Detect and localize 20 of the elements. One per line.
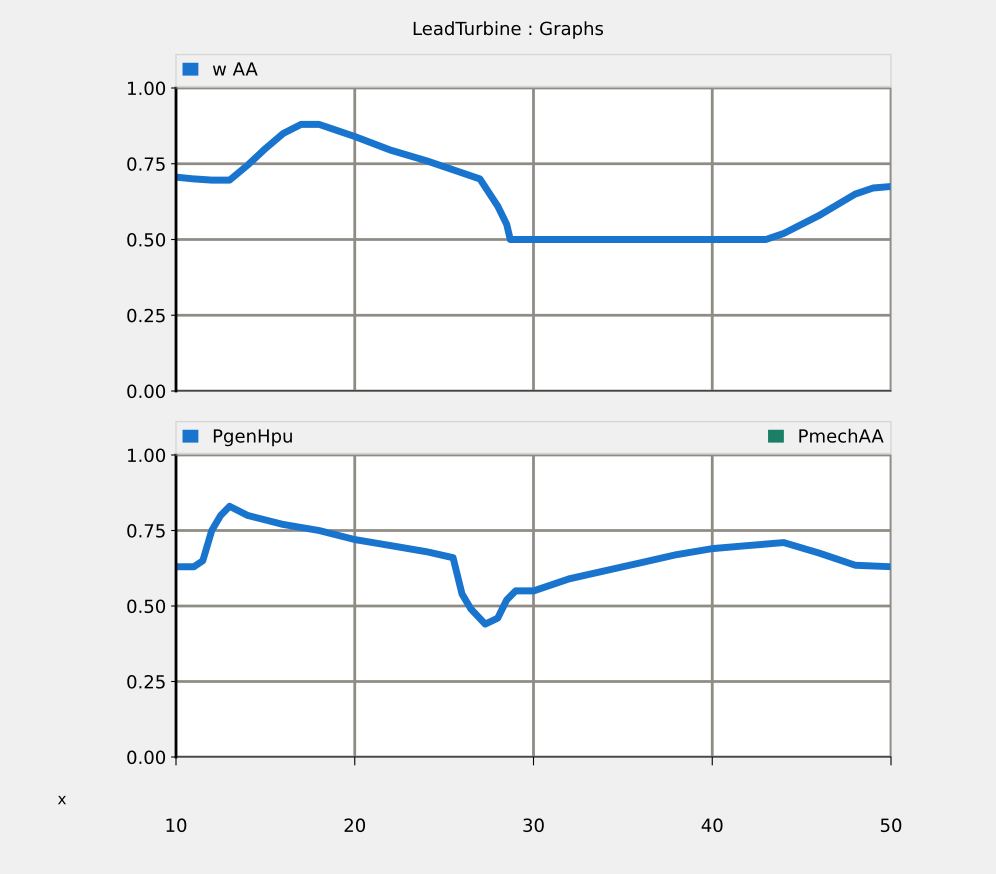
y-tick-label: 0.75 [127, 157, 165, 171]
chart-title: LeadTurbine : Graphs [414, 21, 604, 39]
x-axis-title: x [58, 796, 66, 804]
y-tick-label: 0.00 [127, 750, 166, 764]
x-tick-label: 40 [702, 818, 723, 832]
y-tick-label: 1.00 [128, 448, 166, 462]
y-tick-label: 0.00 [127, 384, 166, 398]
x-tick-label: 10 [166, 818, 186, 832]
y-tick-label: 1.00 [128, 81, 166, 96]
y-tick-label: 0.25 [127, 674, 165, 689]
y-tick-label: 0.25 [127, 308, 165, 322]
legend-label: PmechAA [799, 428, 884, 443]
legend-label: PgenHpu [214, 429, 292, 446]
y-tick-label: 0.50 [127, 232, 166, 247]
x-tick-label: 50 [880, 818, 902, 832]
y-tick-label: 0.50 [127, 599, 166, 614]
x-tick-label: 20 [344, 818, 366, 832]
y-tick-label: 0.75 [127, 524, 165, 538]
x-tick-label: 30 [523, 818, 544, 832]
legend-label: w AA [212, 62, 258, 76]
